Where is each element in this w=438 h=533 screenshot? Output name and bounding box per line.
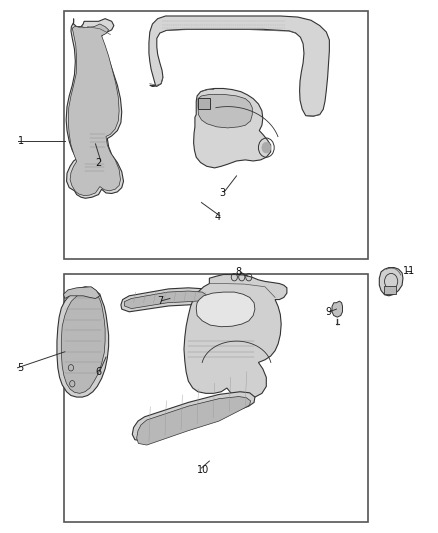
- Polygon shape: [68, 24, 120, 196]
- Polygon shape: [124, 291, 207, 309]
- Text: 11: 11: [403, 266, 415, 276]
- Polygon shape: [61, 290, 105, 393]
- Polygon shape: [121, 288, 211, 312]
- Text: 10: 10: [197, 465, 209, 475]
- Bar: [64, 274, 368, 522]
- Polygon shape: [64, 287, 100, 298]
- Polygon shape: [332, 301, 343, 317]
- Text: 9: 9: [325, 307, 331, 317]
- Polygon shape: [194, 88, 271, 168]
- Text: 5: 5: [18, 363, 24, 373]
- Polygon shape: [149, 16, 329, 116]
- Text: 1: 1: [18, 136, 24, 146]
- Text: 3: 3: [219, 189, 225, 198]
- Polygon shape: [132, 392, 255, 441]
- Bar: [384, 286, 396, 294]
- Polygon shape: [66, 19, 124, 198]
- Text: 8: 8: [236, 267, 242, 277]
- Bar: [64, 11, 368, 259]
- Text: 2: 2: [95, 158, 102, 167]
- Bar: [198, 98, 210, 109]
- Text: 6: 6: [95, 367, 102, 377]
- Text: 7: 7: [158, 296, 164, 306]
- Text: 4: 4: [215, 213, 221, 222]
- Polygon shape: [57, 287, 109, 397]
- Polygon shape: [137, 397, 251, 445]
- Polygon shape: [196, 292, 255, 327]
- Polygon shape: [184, 274, 287, 399]
- Polygon shape: [198, 94, 252, 128]
- Circle shape: [262, 142, 271, 153]
- Polygon shape: [379, 268, 403, 296]
